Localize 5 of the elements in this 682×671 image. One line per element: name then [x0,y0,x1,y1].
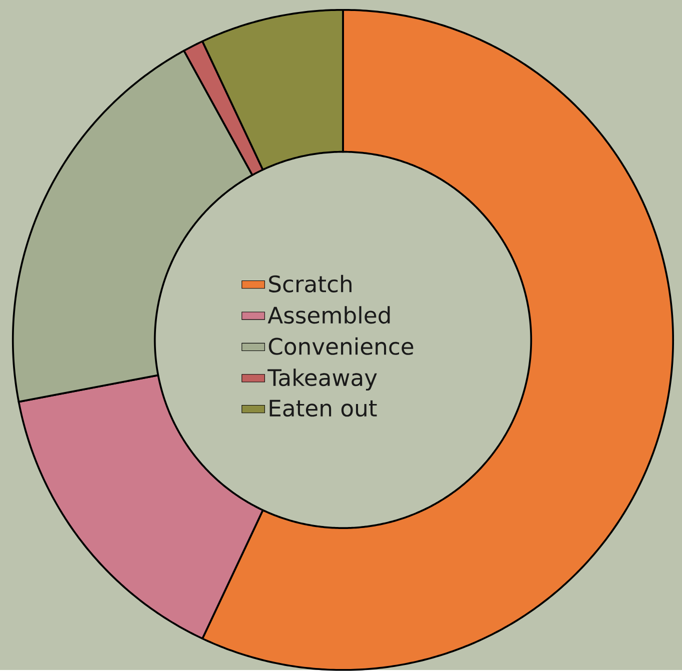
legend-label: Eaten out [270,400,377,417]
legend-label: Convenience [268,337,414,355]
legend-label: Scratch [269,274,352,293]
legend-label: Takeaway [268,368,377,391]
legend-label: Assembled [268,306,390,324]
